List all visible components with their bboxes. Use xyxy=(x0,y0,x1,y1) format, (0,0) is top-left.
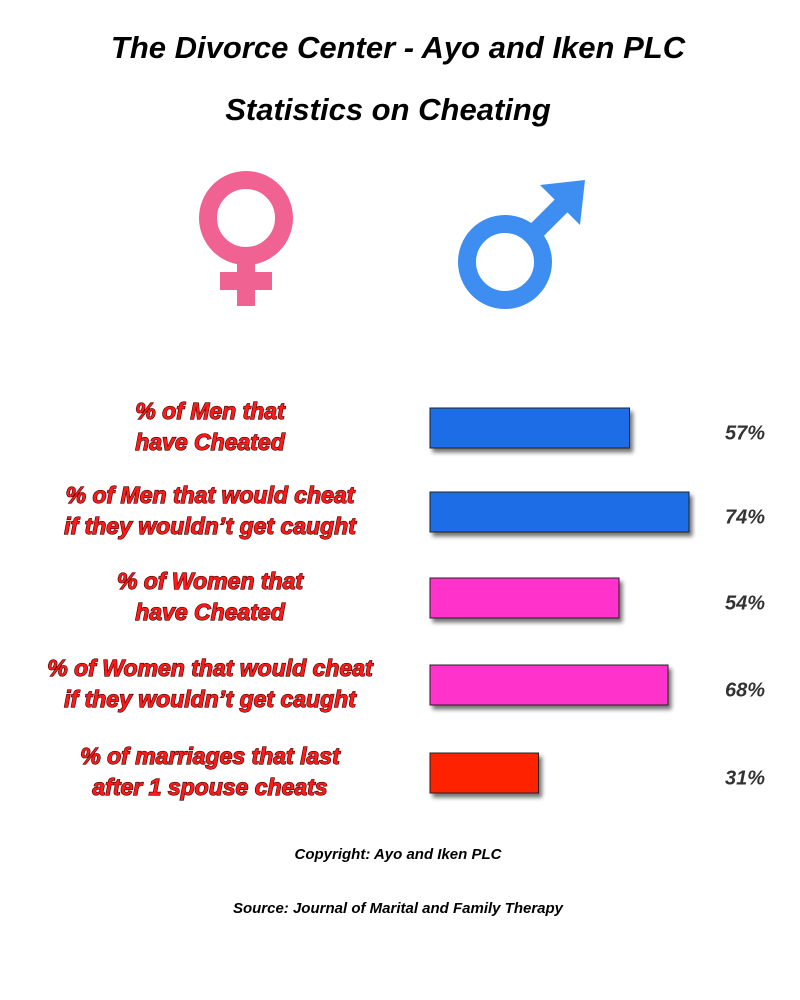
value-label: 31% xyxy=(725,767,765,789)
category-label: % of Women that xyxy=(117,568,304,594)
bar xyxy=(429,752,539,794)
female-symbol xyxy=(199,171,293,306)
source: Source: Journal of Marital and Family Th… xyxy=(233,900,564,917)
bar xyxy=(429,407,630,449)
chart-title: The Divorce Center - Ayo and Iken PLC xyxy=(111,30,686,65)
category-label: if they wouldn’t get caught xyxy=(64,686,357,712)
value-label: 57% xyxy=(725,422,765,444)
value-label: 68% xyxy=(725,679,765,701)
category-label: after 1 spouse cheats xyxy=(92,774,327,800)
category-label: % of marriages that last xyxy=(80,743,341,769)
bar xyxy=(429,664,669,706)
category-label: % of Women that would cheat xyxy=(47,655,374,681)
chart-subtitle: Statistics on Cheating xyxy=(225,92,551,127)
category-label: have Cheated xyxy=(135,429,286,455)
male-symbol xyxy=(458,180,585,309)
bar xyxy=(429,577,620,619)
category-label: % of Men that would cheat xyxy=(66,482,356,508)
value-label: 54% xyxy=(725,592,765,614)
category-label: % of Men that xyxy=(135,398,286,424)
bar xyxy=(429,491,690,533)
copyright: Copyright: Ayo and Iken PLC xyxy=(295,846,503,863)
category-label: if they wouldn’t get caught xyxy=(64,513,357,539)
category-label: have Cheated xyxy=(135,599,286,625)
value-label: 74% xyxy=(725,506,765,528)
